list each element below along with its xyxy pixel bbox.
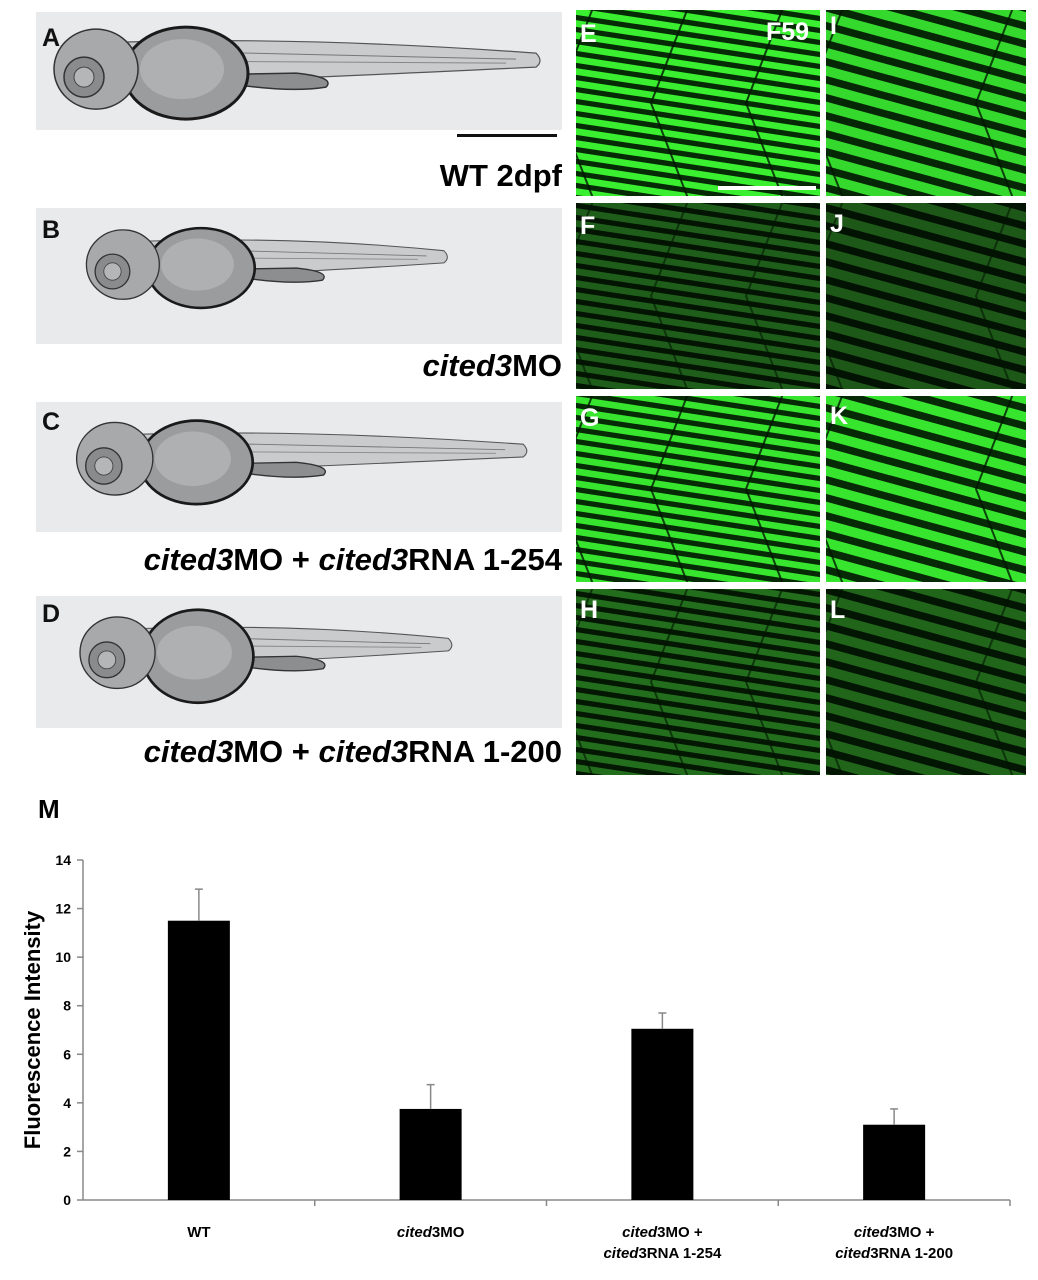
fluorescence-panel-i: [826, 10, 1026, 196]
category-label: cited3RNA 1-200: [835, 1245, 953, 1262]
panel-letter-i: I: [830, 12, 837, 40]
fluorescence-panel-h: [576, 589, 820, 775]
y-tick-label: 14: [55, 852, 71, 868]
fluorescence-panel-j: [826, 203, 1026, 389]
condition-label-a: WT 2dpf: [439, 158, 562, 193]
embryo-panel-a: [36, 12, 562, 130]
fluorescence-panel-g: [576, 396, 820, 582]
category-label: cited3MO: [397, 1224, 465, 1241]
panel-letter-b: B: [42, 216, 61, 244]
muscle-fibers: [576, 10, 820, 196]
scale-bar: [457, 134, 557, 137]
panel-letter-a: A: [42, 24, 61, 52]
fluorescence-panel-f: [576, 203, 820, 389]
y-tick-label: 10: [55, 949, 71, 965]
y-tick-label: 2: [63, 1143, 71, 1159]
condition-label-b: cited3MO: [422, 348, 562, 383]
embryo-panel-b: [36, 208, 562, 344]
muscle-fibers: [826, 589, 1026, 775]
embryo-drawing: [79, 608, 453, 705]
panel-letter-h: H: [580, 596, 599, 624]
fluorescence-panel-k: [826, 396, 1026, 582]
y-axis-label: Fluorescence Intensity: [20, 910, 45, 1149]
y-tick-label: 8: [63, 998, 71, 1014]
category-label: WT: [187, 1224, 210, 1241]
muscle-fibers: [826, 10, 1026, 196]
panel-letter-d: D: [42, 600, 61, 628]
panel-letter-m: M: [38, 794, 60, 824]
muscle-fibers: [826, 396, 1026, 582]
panel-letter-g: G: [580, 404, 600, 432]
condition-label-d: cited3MO + cited3RNA 1-200: [143, 734, 562, 769]
embryo-drawing: [85, 226, 448, 310]
embryo-panel-c: [36, 402, 562, 532]
bar: [167, 920, 230, 1200]
panel-letter-l: L: [830, 596, 846, 624]
y-tick-label: 4: [63, 1095, 71, 1111]
panel-letter-c: C: [42, 408, 61, 436]
category-label: cited3MO +: [854, 1224, 935, 1241]
muscle-fibers: [576, 396, 820, 582]
embryo-drawing: [75, 419, 528, 506]
panel-letter-e: E: [580, 20, 597, 48]
fluorescence-panel-e: [576, 10, 820, 196]
panel-letter-j: J: [830, 210, 844, 238]
y-tick-label: 6: [63, 1046, 71, 1062]
bar: [863, 1124, 926, 1200]
antibody-label: F59: [766, 18, 810, 46]
muscle-fibers: [826, 203, 1026, 389]
muscle-fibers: [576, 203, 820, 389]
bar: [399, 1108, 462, 1200]
panel-letter-k: K: [830, 402, 849, 430]
condition-label-c: cited3MO + cited3RNA 1-254: [143, 542, 562, 577]
panel-letter-f: F: [580, 212, 596, 240]
category-label: cited3RNA 1-254: [603, 1245, 721, 1262]
category-label: cited3MO +: [622, 1224, 703, 1241]
fluorescence-scale-bar: [718, 186, 816, 190]
embryo-panel-d: [36, 596, 562, 728]
embryo-drawing: [53, 25, 541, 121]
fluorescence-panel-l: [826, 589, 1026, 775]
bar: [631, 1028, 694, 1200]
y-tick-label: 12: [55, 901, 71, 917]
y-tick-label: 0: [63, 1192, 71, 1208]
bar-chart: 0 2 4 6 8 10 12 14 Fluorescence Intensity WT cited…: [20, 852, 1011, 1262]
muscle-fibers: [576, 589, 820, 775]
